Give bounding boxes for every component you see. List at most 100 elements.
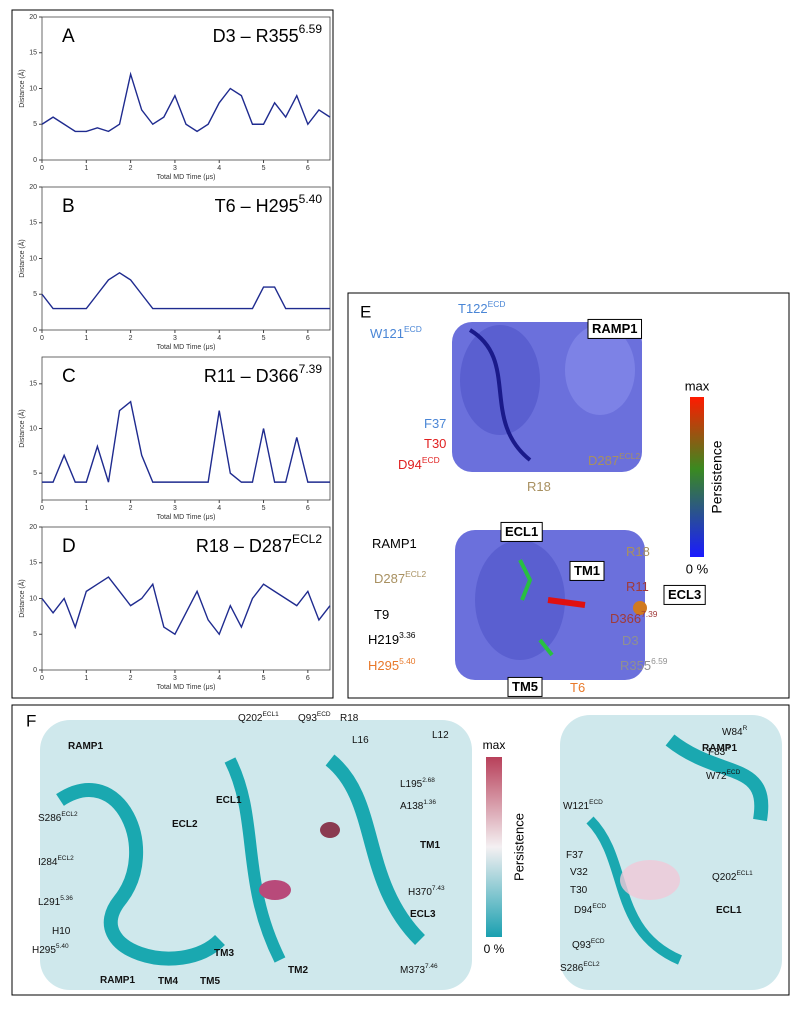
chart-title-superscript: ECL2 bbox=[292, 532, 322, 546]
label: T30 bbox=[424, 436, 446, 451]
label: ECL1 bbox=[505, 524, 538, 539]
label-text: D366 bbox=[610, 611, 641, 626]
label: I284ECL2 bbox=[38, 855, 74, 867]
x-tick-label: 6 bbox=[306, 675, 310, 682]
y-tick-label: 10 bbox=[29, 255, 37, 262]
label-text: F37 bbox=[566, 850, 584, 861]
label: L12 bbox=[432, 730, 449, 741]
label: L16 bbox=[352, 735, 369, 746]
label-text: TM3 bbox=[214, 948, 234, 959]
label-box bbox=[500, 521, 543, 542]
x-tick-label: 4 bbox=[217, 335, 221, 342]
label-text: S286 bbox=[38, 813, 62, 824]
label: L2915.36 bbox=[38, 895, 73, 907]
x-tick-label: 3 bbox=[173, 505, 177, 512]
x-tick-label: 2 bbox=[129, 165, 133, 172]
label-superscript: ECD bbox=[317, 711, 331, 718]
colorbar-title: Persistence bbox=[511, 813, 526, 881]
label-text: RAMP1 bbox=[592, 321, 638, 336]
label: H10 bbox=[52, 926, 71, 937]
label-text: R18 bbox=[626, 544, 650, 559]
label-text: RAMP1 bbox=[68, 741, 103, 752]
chart-title-text: R11 – D366 bbox=[204, 366, 299, 386]
x-tick-label: 0 bbox=[40, 335, 44, 342]
label-text: H295 bbox=[32, 945, 56, 956]
label-text: W84 bbox=[722, 727, 743, 738]
label: TM5 bbox=[200, 976, 220, 987]
label-text: T122 bbox=[458, 301, 488, 316]
y-tick-label: 5 bbox=[33, 121, 37, 128]
panel-frame bbox=[347, 292, 790, 699]
colorbar-min: 0 % bbox=[686, 561, 709, 576]
label-text: ECL3 bbox=[668, 587, 701, 602]
label: D3667.39 bbox=[610, 609, 658, 626]
x-tick-label: 3 bbox=[173, 335, 177, 342]
label: M3737.46 bbox=[400, 963, 438, 975]
structure-image bbox=[452, 322, 704, 680]
label: W121ECD bbox=[370, 324, 422, 341]
label-text: L195 bbox=[400, 779, 423, 790]
label-text: T30 bbox=[424, 436, 446, 451]
label-box bbox=[507, 676, 543, 697]
panel-letter: C bbox=[62, 366, 76, 387]
label: TM3 bbox=[214, 948, 234, 959]
label-superscript: ECD bbox=[592, 903, 606, 910]
label-text: L12 bbox=[432, 730, 449, 741]
series-line bbox=[42, 400, 330, 483]
label: A1381.36 bbox=[400, 799, 436, 811]
label-superscript: 2.68 bbox=[422, 777, 435, 784]
label-superscript: ECL2 bbox=[619, 451, 640, 461]
series-line bbox=[41, 71, 331, 133]
x-tick-label: 5 bbox=[262, 165, 266, 172]
x-tick-label: 2 bbox=[129, 505, 133, 512]
label: ECL1 bbox=[716, 905, 742, 916]
label: W121ECD bbox=[563, 799, 603, 811]
label-superscript: 3.36 bbox=[399, 630, 416, 640]
label-text: ECL1 bbox=[216, 795, 242, 806]
x-axis-label: Total MD Time (μs) bbox=[157, 344, 216, 351]
y-tick-label: 20 bbox=[29, 184, 37, 191]
x-tick-label: 2 bbox=[129, 335, 133, 342]
label: H2955.40 bbox=[368, 656, 416, 673]
label-superscript: ECL1 bbox=[262, 711, 279, 718]
y-tick-label: 15 bbox=[29, 50, 37, 57]
label-text: TM2 bbox=[288, 965, 308, 976]
x-tick-label: 6 bbox=[306, 165, 310, 172]
y-tick-label: 10 bbox=[29, 425, 37, 432]
label: W72ECD bbox=[706, 769, 741, 781]
label-superscript: ECD bbox=[727, 769, 741, 776]
label-text: W72 bbox=[706, 771, 727, 782]
label-text: H10 bbox=[52, 926, 71, 937]
y-tick-label: 15 bbox=[29, 220, 37, 227]
label: F37 bbox=[424, 416, 446, 431]
x-tick-label: 4 bbox=[217, 675, 221, 682]
label: D287ECL2 bbox=[374, 569, 426, 586]
label: D94ECD bbox=[574, 903, 606, 915]
label-box bbox=[569, 560, 605, 581]
label: T9 bbox=[374, 607, 389, 622]
label-superscript: 1.36 bbox=[423, 799, 436, 806]
label: RAMP1 bbox=[592, 321, 638, 336]
label-text: H219 bbox=[368, 632, 399, 647]
label: ECL3 bbox=[668, 587, 701, 602]
label-superscript: R bbox=[743, 725, 748, 732]
y-tick-label: 5 bbox=[33, 631, 37, 638]
label-text: R355 bbox=[620, 658, 651, 673]
x-tick-label: 1 bbox=[84, 165, 88, 172]
label-superscript: R bbox=[725, 745, 730, 752]
label-text: ECL1 bbox=[505, 524, 538, 539]
label-text: L291 bbox=[38, 897, 61, 908]
label-superscript: ECL2 bbox=[57, 855, 74, 862]
colorbar-max: max bbox=[483, 738, 506, 752]
colorbar-max: max bbox=[685, 378, 710, 393]
label: Q202ECL1 bbox=[238, 711, 279, 723]
label: S286ECL2 bbox=[38, 811, 78, 823]
label-text: Q93 bbox=[298, 713, 317, 724]
label-superscript: ECD bbox=[589, 799, 603, 806]
panel-frame bbox=[11, 9, 334, 699]
label-superscript: ECD bbox=[488, 299, 506, 309]
x-tick-label: 0 bbox=[40, 675, 44, 682]
label-superscript: ECL2 bbox=[61, 811, 78, 818]
x-tick-label: 5 bbox=[262, 505, 266, 512]
label-text: I284 bbox=[38, 857, 58, 868]
